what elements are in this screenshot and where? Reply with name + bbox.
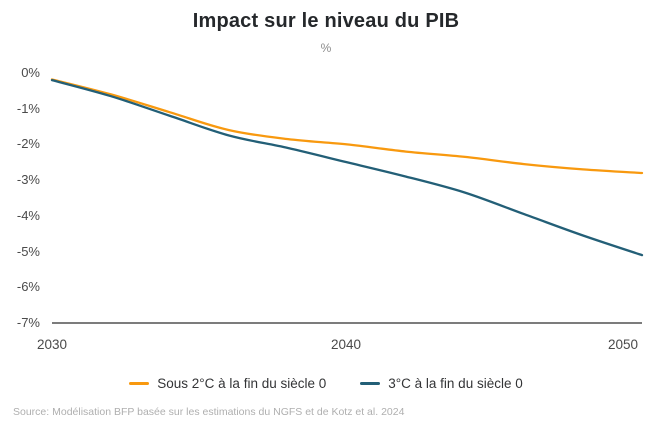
chart-unit-label: % bbox=[320, 41, 332, 55]
y-tick-label: -1% bbox=[16, 101, 40, 116]
legend: Sous 2°C à la fin du siècle 0 3°C à la f… bbox=[0, 376, 652, 391]
line-series-0 bbox=[50, 78, 644, 175]
y-tick-label: -4% bbox=[16, 208, 40, 223]
y-tick-label: -3% bbox=[16, 172, 40, 187]
x-tick-label: 2030 bbox=[36, 337, 68, 352]
y-tick-label: -5% bbox=[16, 244, 40, 259]
x-tick-label: 2050 bbox=[607, 337, 639, 352]
y-tick-label: -2% bbox=[16, 136, 40, 151]
line-swatch-icon bbox=[360, 382, 381, 385]
legend-label: 3°C à la fin du siècle 0 bbox=[388, 376, 523, 391]
y-tick-label: -6% bbox=[16, 279, 40, 294]
legend-label: Sous 2°C à la fin du siècle 0 bbox=[157, 376, 327, 391]
legend-item-3c: 3°C à la fin du siècle 0 bbox=[360, 376, 523, 391]
line-series-1 bbox=[50, 78, 644, 257]
source-note: Source: Modélisation BFP basée sur les e… bbox=[13, 406, 405, 418]
line-swatch-icon bbox=[129, 382, 150, 385]
y-tick-label: -7% bbox=[16, 315, 40, 330]
legend-item-sous-2c: Sous 2°C à la fin du siècle 0 bbox=[129, 376, 326, 391]
chart-title: Impact sur le niveau du PIB bbox=[192, 10, 460, 32]
x-tick-label: 2040 bbox=[330, 337, 362, 352]
y-tick-label: 0% bbox=[21, 65, 40, 80]
